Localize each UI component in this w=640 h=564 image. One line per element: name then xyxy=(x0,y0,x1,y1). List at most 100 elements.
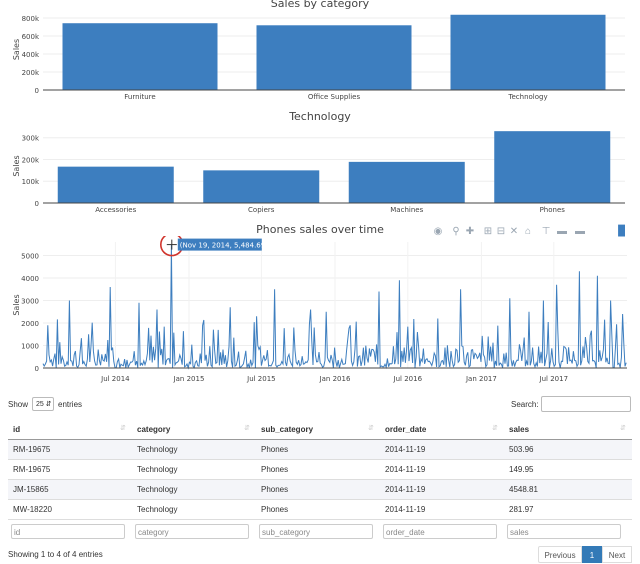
bar-accessories xyxy=(57,166,174,203)
show-label: Show xyxy=(8,400,29,409)
x-tick-label: Jan 2015 xyxy=(173,375,205,383)
filter-row: id category sub_category order_date sale… xyxy=(8,520,632,543)
y-axis-label: Sales xyxy=(12,155,21,176)
hover-closest-icon[interactable]: ▬ xyxy=(557,226,567,237)
pagination-next-button[interactable]: Next xyxy=(602,546,632,563)
cell-category: Technology xyxy=(132,439,256,460)
cell-id: RM-19675 xyxy=(8,439,132,460)
sort-icon: ⇵ xyxy=(620,425,626,432)
column-header-category[interactable]: category ⇵ xyxy=(132,419,256,440)
table-row[interactable]: MW-18220 Technology Phones 2014-11-19 28… xyxy=(8,499,632,520)
pagination-previous-button[interactable]: Previous xyxy=(538,546,582,563)
hover-compare-icon[interactable]: ▬ xyxy=(575,226,585,237)
page-length-value: 25 xyxy=(36,401,44,408)
y-tick-label: 600k xyxy=(22,33,40,41)
filter-input-sub-category[interactable]: sub_category xyxy=(259,523,373,539)
table-info: Showing 1 to 4 of 4 entries xyxy=(8,550,103,559)
column-header-sales[interactable]: sales ⇵ xyxy=(504,419,632,440)
filter-input-order-date[interactable]: order_date xyxy=(383,523,497,539)
cell-sales: 149.95 xyxy=(504,459,632,480)
cell-sub-category: Phones xyxy=(256,459,380,480)
y-tick-label: 5000 xyxy=(21,253,39,261)
table-row[interactable]: JM-15865 Technology Phones 2014-11-19 45… xyxy=(8,479,632,500)
hover-label-box xyxy=(177,238,262,251)
cell-category: Technology xyxy=(132,459,256,480)
column-header-id[interactable]: id ⇵ xyxy=(8,419,132,440)
y-axis-label: Sales xyxy=(12,294,21,315)
y-tick-label: 0 xyxy=(35,200,39,208)
search-label: Search: xyxy=(511,400,539,409)
x-tick-label: Jul 2017 xyxy=(539,375,569,383)
x-tick-label: Jan 2017 xyxy=(465,375,497,383)
table-row[interactable]: RM-19675 Technology Phones 2014-11-19 14… xyxy=(8,459,632,480)
x-tick-label: Accessories xyxy=(95,206,136,214)
x-tick-label: Jul 2014 xyxy=(100,375,130,383)
chart-title-phones: Phones sales over time xyxy=(256,223,384,236)
table-controls: Show 25 ⇵ entries Search: xyxy=(0,394,640,416)
cell-category: Technology xyxy=(132,479,256,500)
chevron-updown-icon: ⇵ xyxy=(45,401,52,408)
x-tick-label: Jul 2016 xyxy=(393,375,423,383)
column-header-sub-category[interactable]: sub_category ⇵ xyxy=(256,419,380,440)
cell-id: JM-15865 xyxy=(8,479,132,500)
y-tick-label: 0 xyxy=(35,87,39,95)
sales-by-category-chart: 0 200k 400k 600k 800k Furniture Office Supplie… xyxy=(12,14,625,101)
cell-sub-category: Phones xyxy=(256,439,380,460)
zoom-icon[interactable]: ⚲ xyxy=(452,226,460,237)
filter-input-sales[interactable]: sales xyxy=(507,523,621,539)
column-header-order-date[interactable]: order_date ⇵ xyxy=(380,419,504,440)
sort-icon: ⇵ xyxy=(492,425,498,432)
y-tick-label: 1000 xyxy=(21,343,39,351)
cell-id: MW-18220 xyxy=(8,499,132,520)
data-table: id ⇵ category ⇵ sub_category ⇵ order_date ⇵ … xyxy=(8,419,632,542)
y-tick-label: 4000 xyxy=(21,275,39,283)
spike-icon[interactable]: ⊤ xyxy=(541,226,551,237)
cell-id: RM-19675 xyxy=(8,459,132,480)
technology-chart: 0 100k 200k 300k Accessories Copiers Machines P… xyxy=(12,131,625,214)
x-tick-label: Furniture xyxy=(124,93,155,101)
x-tick-label: Jan 2016 xyxy=(319,375,351,383)
camera-icon[interactable]: ◉ xyxy=(433,226,443,237)
plotly-logo-icon[interactable]: ▉ xyxy=(618,226,626,237)
plot-modebar: ◉ ⚲ ✚ ⊞ ⊟ ✕ ⌂ ⊤ ▬ ▬ ▉ xyxy=(432,226,637,240)
y-tick-label: 800k xyxy=(22,15,40,23)
hover-label-text: (Nov 19, 2014, 5,484.69) xyxy=(180,242,268,250)
x-tick-label: Phones xyxy=(540,206,566,214)
cell-sales: 4548.81 xyxy=(504,479,632,500)
bar-office-supplies xyxy=(256,25,412,90)
y-tick-label: 3000 xyxy=(21,298,39,306)
phones-sales-over-time-chart[interactable]: 0 1000 2000 3000 4000 5000 Jul 2014 Jan 2015 Jul… xyxy=(0,236,640,394)
filter-input-id[interactable]: id xyxy=(11,523,125,539)
home-icon[interactable]: ⌂ xyxy=(524,226,532,237)
zoom-out-icon[interactable]: ⊟ xyxy=(496,226,506,237)
bar-technology xyxy=(450,14,606,90)
cell-sales: 503.96 xyxy=(504,439,632,460)
cell-sub-category: Phones xyxy=(256,479,380,500)
phones-sales-line xyxy=(42,244,627,370)
cell-order-date: 2014-11-19 xyxy=(380,439,504,460)
x-tick-label: Office Supplies xyxy=(308,93,361,101)
table-row[interactable]: RM-19675 Technology Phones 2014-11-19 50… xyxy=(8,439,632,460)
y-tick-label: 2000 xyxy=(21,320,39,328)
filter-input-category[interactable]: category xyxy=(135,523,249,539)
chart-title-category: Sales by category xyxy=(270,0,370,10)
y-tick-label: 400k xyxy=(22,51,40,59)
x-tick-label: Jul 2015 xyxy=(246,375,276,383)
y-tick-label: 300k xyxy=(22,135,40,143)
entries-label: entries xyxy=(58,400,83,409)
autoscale-icon[interactable]: ✕ xyxy=(509,226,519,237)
bar-copiers xyxy=(203,170,320,203)
zoom-in-icon[interactable]: ⊞ xyxy=(483,226,493,237)
search-input[interactable] xyxy=(541,396,631,412)
cell-sub-category: Phones xyxy=(256,499,380,520)
pagination-page-1-button[interactable]: 1 xyxy=(582,546,602,563)
y-axis-label: Sales xyxy=(12,39,21,60)
cell-sales: 281.97 xyxy=(504,499,632,520)
page-length-select[interactable]: 25 ⇵ xyxy=(32,397,54,411)
table-header-row: id ⇵ category ⇵ sub_category ⇵ order_date ⇵ … xyxy=(8,419,632,440)
y-tick-label: 0 xyxy=(35,365,39,373)
sort-icon: ⇵ xyxy=(120,425,126,432)
y-tick-label: 200k xyxy=(22,69,40,77)
cell-order-date: 2014-11-19 xyxy=(380,459,504,480)
pan-icon[interactable]: ✚ xyxy=(465,226,475,237)
